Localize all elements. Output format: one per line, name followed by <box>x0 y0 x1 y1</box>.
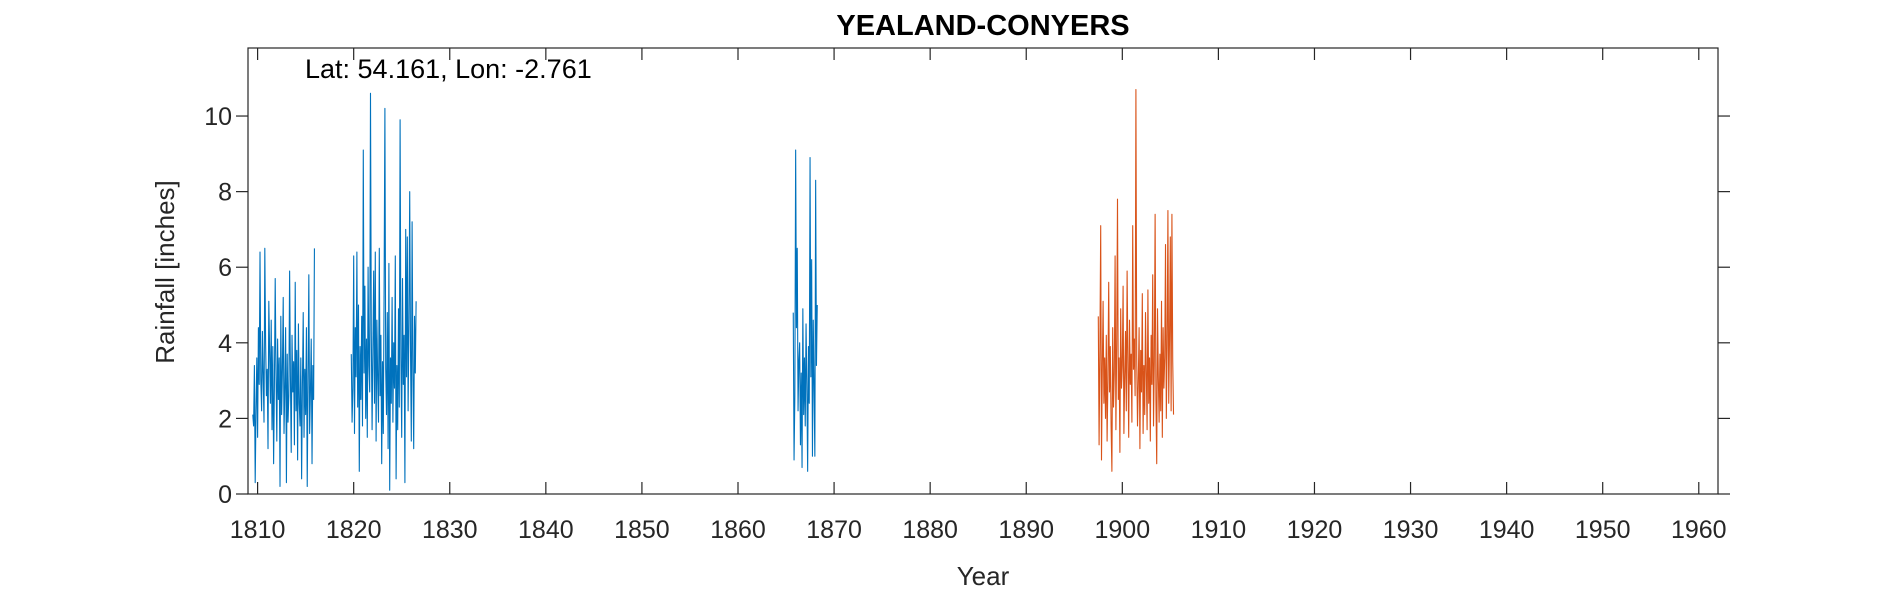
y-axis-label: Rainfall [inches] <box>150 180 180 364</box>
series-1-line-segment-1 <box>252 247 315 487</box>
x-tick-label: 1850 <box>614 516 670 544</box>
chart-title: YEALAND-CONYERS <box>836 10 1129 42</box>
x-tick-label: 1810 <box>230 516 286 544</box>
y-tick-label: 10 <box>204 103 232 131</box>
series-2-line-segment-1 <box>1097 89 1175 472</box>
x-tick-label: 1960 <box>1671 516 1727 544</box>
x-tick-label: 1950 <box>1575 516 1631 544</box>
x-axis-label: Year <box>957 561 1010 591</box>
y-tick-label: 2 <box>218 405 232 433</box>
x-tick-label: 1820 <box>326 516 382 544</box>
y-tick-label: 8 <box>218 179 232 207</box>
x-tick-label: 1920 <box>1287 516 1343 544</box>
x-tick-label: 1880 <box>902 516 958 544</box>
x-tick-label: 1940 <box>1479 516 1535 544</box>
series-1-line-segment-3 <box>792 149 818 472</box>
location-annotation: Lat: 54.161, Lon: -2.761 <box>305 54 592 84</box>
x-tick-label: 1830 <box>422 516 478 544</box>
x-tick-label: 1910 <box>1191 516 1247 544</box>
y-tick-label: 0 <box>218 481 232 509</box>
series-layer <box>252 89 1175 491</box>
x-tick-label: 1840 <box>518 516 574 544</box>
y-tick-label: 6 <box>218 254 232 282</box>
series-1-line-segment-2 <box>350 92 417 491</box>
x-tick-label: 1890 <box>998 516 1054 544</box>
y-tick-label: 4 <box>218 330 232 358</box>
x-tick-label: 1870 <box>806 516 862 544</box>
x-tick-label: 1930 <box>1383 516 1439 544</box>
plot-area-frame <box>247 47 1719 495</box>
x-tick-label: 1900 <box>1095 516 1151 544</box>
x-tick-label: 1860 <box>710 516 766 544</box>
axis-ticks: 1810 1820 1830 1840 1850 1860 1870 1880 1890 1900… <box>204 48 1730 544</box>
